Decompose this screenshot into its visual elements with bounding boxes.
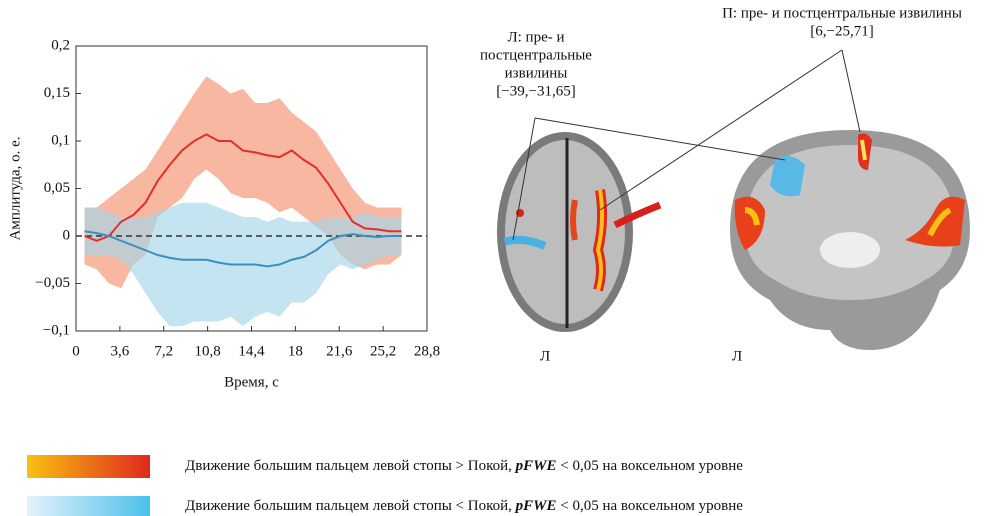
legend-text: Движение большим пальцем левой стопы > П…	[185, 458, 743, 474]
legend-swatch	[27, 496, 150, 516]
brain-axial	[497, 132, 660, 332]
annotation: [6,−25,71]	[810, 23, 873, 39]
side-label: Л	[540, 348, 550, 364]
legend-text: Движение большим пальцем левой стопы < П…	[185, 498, 743, 514]
y-tick-label: 0	[63, 227, 71, 243]
annotation: Л: пре- и	[507, 29, 564, 45]
y-axis-label: Амплитуда, о. е.	[7, 137, 23, 241]
legend-swatch	[27, 455, 150, 478]
x-tick-label: 25,2	[370, 343, 396, 359]
side-label: Л	[732, 348, 742, 364]
annotation: постцентральные	[480, 47, 592, 63]
chart: 0 3,6 7,2 10,8 14,4 18 21,6 25,2 28,8 −0,1 −0,05 0 0…	[0, 0, 988, 516]
annotation: П: пре- и постцентральные извилины	[722, 5, 962, 21]
x-tick-label: 7,2	[154, 343, 173, 359]
x-tick-label: 0	[72, 343, 80, 359]
x-tick-label: 14,4	[238, 343, 265, 359]
x-tick-label: 10,8	[195, 343, 221, 359]
y-tick-label: −0,1	[43, 322, 70, 338]
x-tick-label: 3,6	[111, 343, 130, 359]
annotation: извилины	[505, 65, 568, 81]
x-axis-label: Время, с	[224, 374, 279, 390]
x-tick-label: 21,6	[326, 343, 353, 359]
brain-coronal	[730, 130, 970, 350]
x-tick-label: 18	[288, 343, 303, 359]
y-tick-label: 0,15	[44, 85, 70, 101]
annotation: [−39,−31,65]	[496, 83, 575, 99]
y-tick-label: −0,05	[35, 275, 70, 291]
x-tick-label: 28,8	[414, 343, 440, 359]
y-tick-label: 0,05	[44, 180, 70, 196]
y-tick-label: 0,2	[51, 37, 70, 53]
y-tick-label: 0,1	[51, 132, 70, 148]
figure: 0 3,6 7,2 10,8 14,4 18 21,6 25,2 28,8 −0,1 −0,05 0 0…	[0, 0, 988, 516]
